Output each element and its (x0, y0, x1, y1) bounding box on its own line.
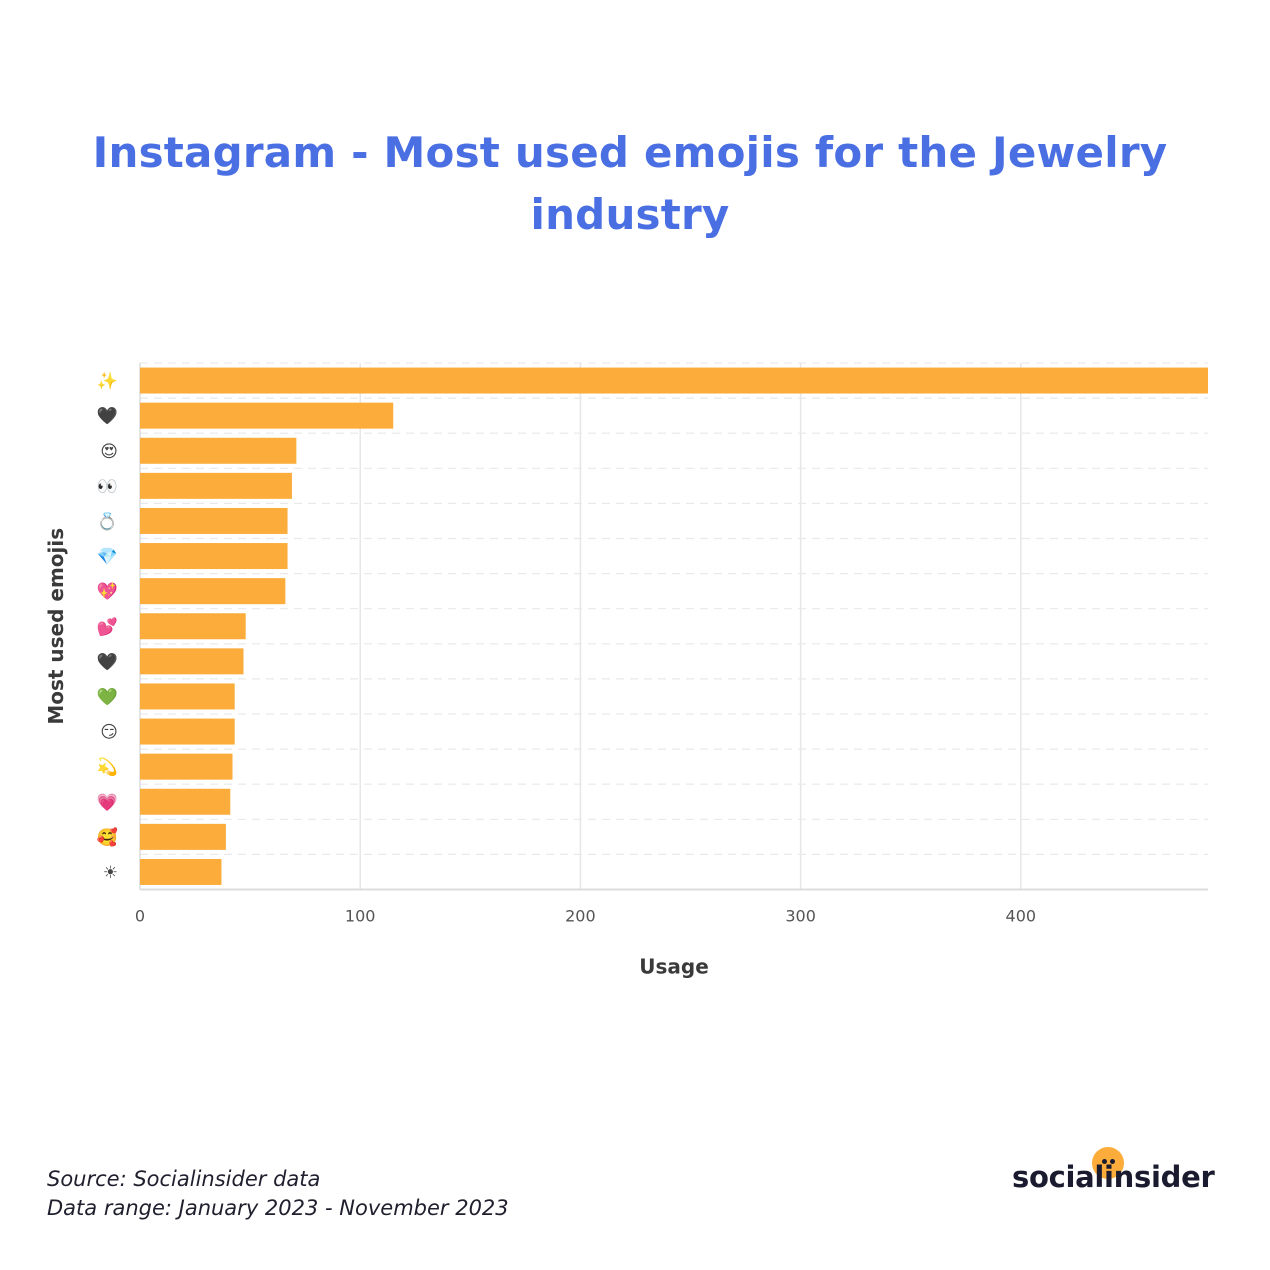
y-tick-label: 👀 (97, 477, 118, 497)
x-tick-label: 100 (345, 907, 376, 926)
bar (140, 718, 235, 745)
bar (140, 683, 235, 710)
y-tick-label: 💫 (97, 757, 118, 778)
bar (140, 578, 286, 605)
bar (140, 543, 288, 570)
y-tick-label: ☀ (103, 863, 118, 883)
bar (140, 823, 226, 850)
bar (140, 648, 244, 675)
source-line: Source: Socialinsider data (47, 1167, 321, 1191)
bar (140, 858, 222, 885)
y-tick-label: 💗 (97, 793, 119, 813)
y-tick-label: 💎 (97, 547, 118, 567)
bar (140, 507, 288, 534)
bar (140, 367, 1208, 394)
y-tick-label: 😏 (100, 723, 118, 743)
data-range-line: Data range: January 2023 - November 2023 (47, 1196, 509, 1220)
logo-text: socialinsider (1012, 1160, 1215, 1194)
y-tick-label: 💕 (97, 616, 118, 637)
x-tick-label: 200 (565, 907, 596, 926)
y-tick-label: 💖 (97, 581, 119, 602)
x-axis-title: Usage (639, 955, 709, 979)
bar (140, 402, 394, 429)
y-tick-label: 🖤 (97, 407, 119, 427)
bar (140, 613, 246, 640)
y-axis-title: Most used emojis (44, 528, 68, 725)
x-tick-label: 300 (785, 907, 816, 926)
source-note: Source: Socialinsider data Data range: J… (47, 1165, 509, 1223)
y-tick-label: 🖤 (97, 652, 119, 672)
bar (140, 788, 231, 815)
y-tick-label: 🥰 (97, 827, 118, 848)
y-tick-label: 💍 (97, 511, 118, 532)
socialinsider-logo: socialinsider (1012, 1147, 1222, 1198)
bar (140, 472, 292, 499)
x-tick-label: 0 (135, 907, 145, 926)
bar (140, 753, 233, 780)
x-tick-label: 400 (1006, 907, 1037, 926)
logo-face-icon (1092, 1147, 1124, 1179)
y-tick-label: 💚 (97, 687, 119, 707)
chart-title: Instagram - Most used emojis for the Jew… (92, 128, 1168, 239)
bar (140, 437, 297, 464)
y-tick-label: ✨ (97, 372, 118, 392)
y-tick-label: 😍 (100, 442, 118, 462)
